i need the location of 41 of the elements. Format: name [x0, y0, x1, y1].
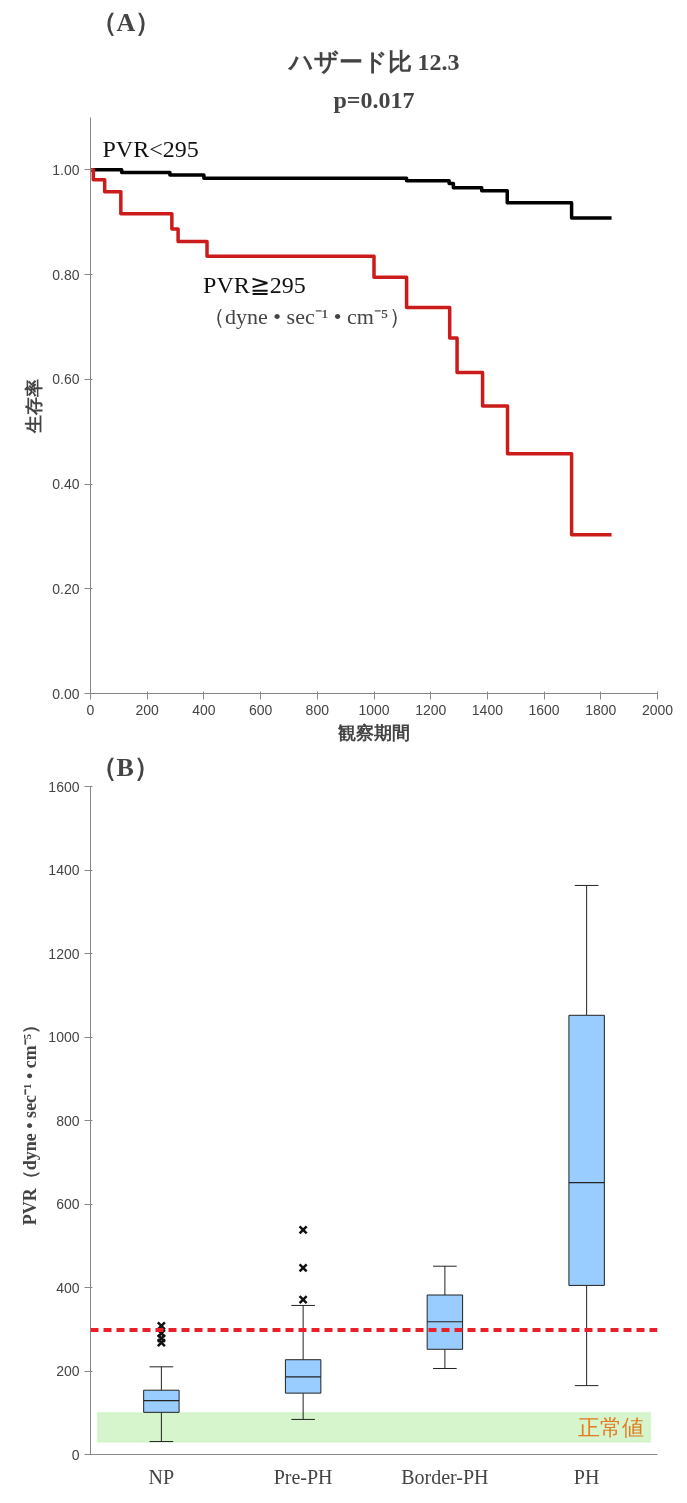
x-tick-label: NP [148, 1465, 175, 1488]
x-tick-label: 600 [248, 701, 273, 718]
x-tick-label: 1200 [415, 701, 447, 718]
text: ハザード比 12.3 [286, 48, 460, 75]
y-tick-label: 0.20 [52, 580, 80, 597]
band-label: 正常値 [578, 1414, 645, 1440]
y-tick-label: 200 [56, 1363, 80, 1379]
x-tick-label: Pre-PH [273, 1465, 333, 1488]
y-tick-label: 0.00 [52, 685, 80, 702]
x-tick-label: 2000 [641, 701, 674, 718]
y-tick-label: 0 [71, 1446, 80, 1463]
y-tick-label: 1400 [48, 862, 80, 878]
y-tick-label: 1200 [48, 945, 80, 962]
chart-title: （A） [90, 7, 162, 37]
x-tick-label: 1000 [358, 701, 390, 718]
y-tick-label: 800 [56, 1112, 80, 1129]
x-tick-label: Border-PH [401, 1465, 489, 1488]
series-label: PVR<295 [102, 135, 199, 162]
x-tick-label: 1800 [585, 701, 617, 718]
x-tick-label: 200 [135, 701, 160, 718]
y-tick-label: 0.40 [52, 476, 80, 493]
y-axis-title: PVR（dyne • sec⁻¹ • cm⁻⁵） [20, 1015, 41, 1226]
x-tick-label: 0 [86, 701, 95, 718]
y-tick-label: 1.00 [52, 161, 80, 178]
x-tick-label: 800 [305, 701, 330, 718]
x-tick-label: 1600 [528, 701, 560, 718]
x-axis-title: 観察期間 [337, 722, 410, 743]
y-tick-label: 0.60 [52, 371, 80, 388]
series-label: PVR≧295 [203, 271, 306, 298]
x-tick-label: 1400 [471, 701, 504, 718]
text: p=0.017 [333, 86, 415, 113]
y-tick-label: 0.80 [52, 266, 80, 283]
x-tick-label: 400 [192, 701, 216, 718]
y-tick-label: 400 [56, 1279, 80, 1296]
y-tick-label: 600 [56, 1196, 80, 1212]
annotation: （dyne • sec⁻¹ • cm⁻⁵） [203, 303, 411, 329]
y-axis-title: 生存率 [24, 378, 45, 434]
y-tick-label: 1000 [48, 1029, 80, 1045]
y-tick-label: 1600 [48, 778, 80, 795]
chart-title: （B） [90, 752, 160, 782]
x-tick-label: PH [573, 1465, 600, 1488]
